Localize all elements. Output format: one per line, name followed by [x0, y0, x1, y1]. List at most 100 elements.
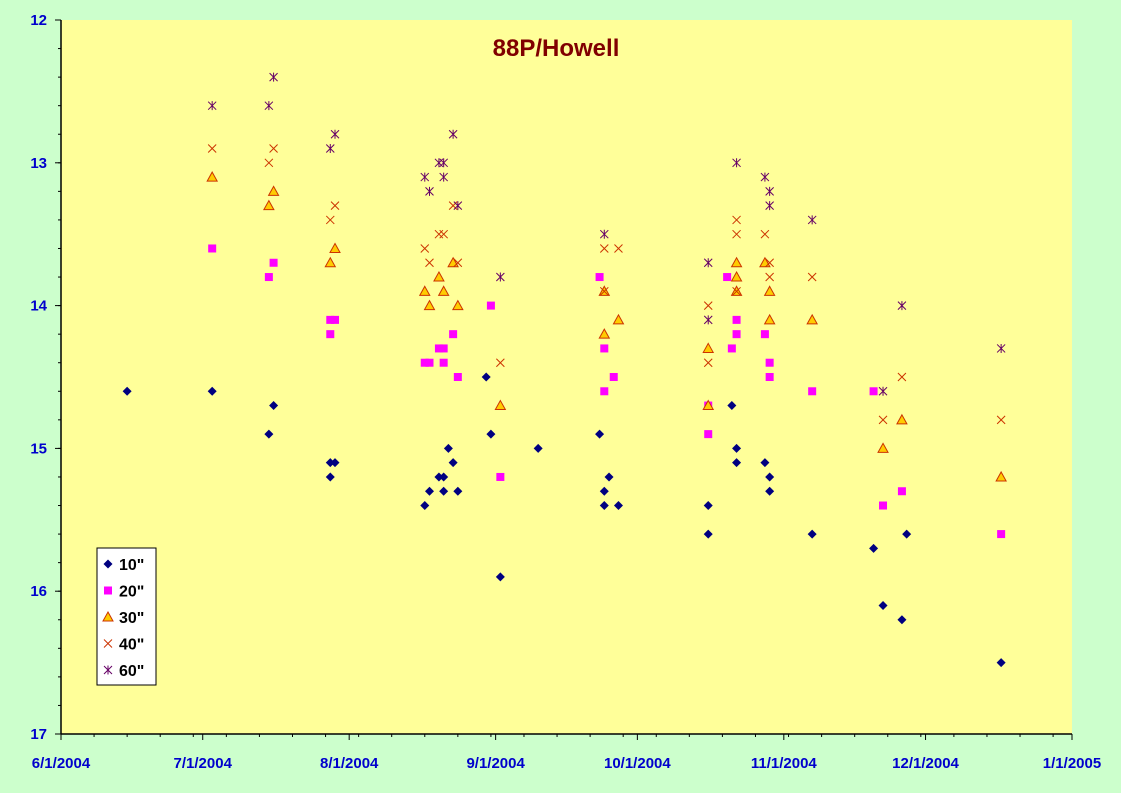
data-point	[878, 386, 888, 396]
data-point	[599, 486, 609, 496]
data-point	[443, 443, 453, 453]
data-point	[448, 129, 458, 139]
data-point	[453, 373, 462, 381]
data-point	[609, 373, 618, 381]
data-point	[425, 186, 434, 196]
data-marks	[122, 72, 1007, 668]
series-4	[207, 72, 1006, 396]
data-point	[732, 330, 741, 339]
data-point	[263, 199, 275, 211]
data-point	[425, 358, 434, 367]
data-point	[902, 529, 912, 539]
data-point	[418, 285, 431, 296]
data-point	[330, 201, 340, 210]
data-point	[614, 244, 623, 253]
data-point	[996, 658, 1006, 668]
data-point	[420, 244, 430, 253]
x-tick-label: 8/1/2004	[320, 755, 379, 772]
legend-marker	[103, 665, 113, 675]
data-point	[269, 258, 278, 267]
data-point	[330, 458, 340, 468]
data-point	[702, 399, 715, 411]
data-point	[433, 271, 445, 282]
data-point	[122, 386, 132, 396]
data-point	[807, 272, 817, 282]
data-point	[877, 442, 889, 453]
data-point	[600, 387, 609, 396]
data-point	[723, 273, 732, 282]
data-point	[486, 301, 495, 310]
data-point	[600, 344, 609, 353]
data-point	[730, 271, 743, 282]
legend-label: 60"	[119, 663, 144, 680]
data-point	[765, 472, 775, 482]
data-point	[324, 256, 337, 268]
data-point	[599, 286, 609, 296]
data-point	[727, 401, 737, 411]
data-point	[496, 272, 505, 282]
data-point	[727, 344, 736, 353]
legend: 10" 20" 30" 40" 60"	[96, 547, 157, 686]
data-point	[326, 330, 335, 339]
data-point	[267, 185, 280, 196]
data-point	[331, 315, 340, 324]
data-point	[434, 472, 444, 482]
data-point	[702, 342, 715, 353]
y-tick-label: 12	[30, 12, 47, 29]
data-point	[325, 458, 335, 468]
data-point	[869, 387, 878, 396]
data-point	[765, 186, 774, 196]
data-point	[703, 258, 713, 268]
data-point	[732, 458, 742, 468]
data-point	[703, 501, 713, 511]
series-0	[122, 372, 1006, 668]
legend-label: 20"	[119, 584, 144, 601]
data-point	[269, 401, 279, 411]
data-point	[730, 256, 743, 268]
data-point	[896, 413, 908, 425]
data-point	[760, 330, 769, 339]
data-point	[732, 158, 741, 168]
data-point	[897, 487, 906, 496]
data-point	[703, 315, 713, 325]
data-point	[264, 101, 274, 111]
data-point	[269, 72, 278, 82]
data-point	[325, 144, 335, 154]
legend-marker	[103, 559, 113, 569]
data-point	[439, 472, 449, 482]
data-point	[599, 244, 609, 253]
data-point	[453, 258, 463, 268]
data-point	[760, 172, 770, 182]
data-point	[703, 358, 713, 368]
data-point	[326, 315, 335, 324]
data-point	[420, 172, 430, 182]
data-point	[763, 313, 776, 325]
data-point	[439, 486, 449, 496]
data-point	[765, 258, 774, 268]
data-point	[732, 229, 741, 239]
x-tick-label: 10/1/2004	[604, 755, 671, 772]
series-2	[206, 171, 1007, 482]
y-tick-label: 16	[30, 583, 47, 600]
axes: 12 13 14 15 16 17 6/1/2004 7/1/2004 8/1/2004 9/1/…	[30, 12, 1101, 772]
data-point	[453, 201, 463, 211]
data-point	[604, 472, 614, 482]
data-point	[325, 215, 335, 225]
data-point	[329, 242, 341, 253]
data-point	[451, 299, 464, 311]
data-point	[760, 458, 770, 468]
data-point	[732, 315, 741, 324]
data-point	[765, 486, 775, 496]
chart-title: 88P/Howell	[493, 35, 620, 62]
data-point	[869, 543, 879, 553]
data-point	[879, 501, 888, 510]
data-point	[897, 301, 907, 311]
data-point	[996, 343, 1006, 353]
data-point	[420, 358, 429, 367]
x-tick-label: 6/1/2004	[32, 755, 91, 772]
legend-marker	[104, 586, 112, 595]
data-point	[996, 415, 1006, 425]
data-point	[897, 615, 907, 625]
data-point	[703, 301, 713, 310]
